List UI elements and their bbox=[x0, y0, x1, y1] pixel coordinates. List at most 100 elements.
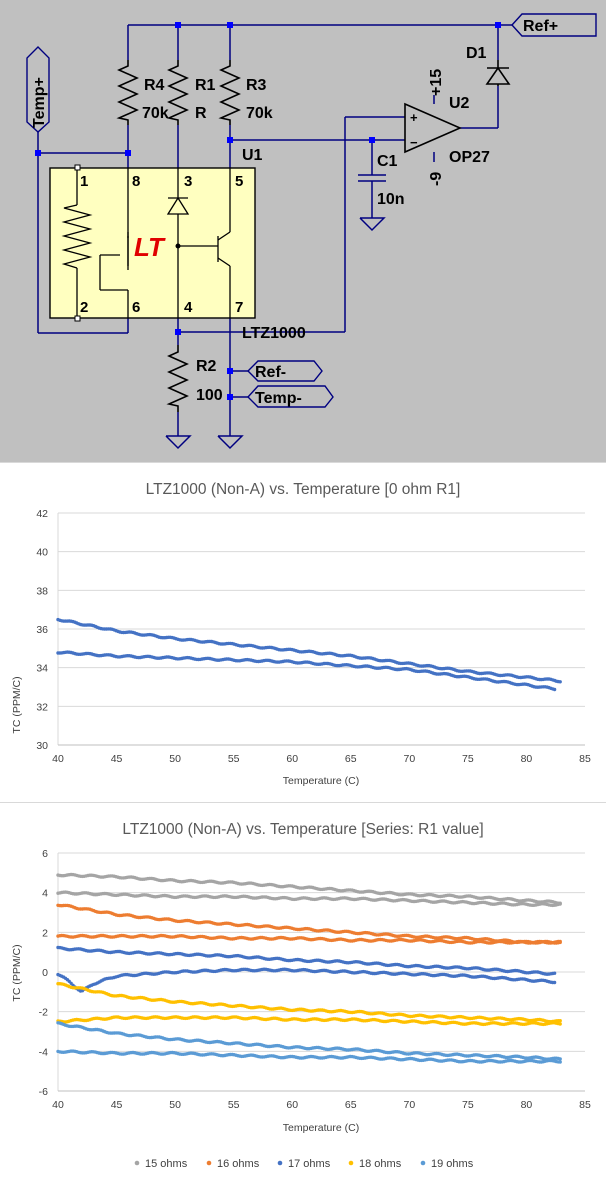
u1-part: LTZ1000 bbox=[242, 325, 306, 342]
r1-value: R bbox=[195, 105, 207, 122]
legend-marker bbox=[420, 1160, 426, 1166]
u2-part: OP27 bbox=[449, 149, 490, 166]
series-2 bbox=[56, 650, 557, 692]
pin-label: 5 bbox=[235, 173, 243, 190]
pin-label: 8 bbox=[132, 173, 140, 190]
x-tick-label: 55 bbox=[228, 1099, 240, 1111]
x-tick-label: 65 bbox=[345, 753, 357, 765]
legend-entry: 16 ohms bbox=[217, 1158, 260, 1170]
legend-marker bbox=[134, 1160, 140, 1166]
y-tick-label: 38 bbox=[36, 585, 48, 597]
circuit-schematic: + − 1 8 3 5 2 6 4 7 LT bbox=[0, 0, 606, 462]
chart-title: LTZ1000 (Non-A) vs. Temperature [0 ohm R… bbox=[146, 481, 461, 498]
series-4 bbox=[56, 982, 562, 1027]
y-tick-label: 2 bbox=[42, 927, 48, 939]
c1-value: 10n bbox=[377, 191, 405, 208]
series-2 bbox=[56, 903, 562, 945]
data-point bbox=[558, 902, 562, 906]
u2-vneg: -9 bbox=[428, 172, 445, 186]
u2-name: U2 bbox=[449, 95, 470, 112]
c1-name: C1 bbox=[377, 153, 398, 170]
y-tick-label: 0 bbox=[42, 967, 48, 979]
series-1 bbox=[56, 872, 562, 908]
data-point bbox=[552, 980, 557, 985]
x-tick-label: 45 bbox=[111, 753, 123, 765]
chart-zero-ohm: LTZ1000 (Non-A) vs. Temperature [0 ohm R… bbox=[0, 462, 606, 803]
data-point bbox=[552, 971, 557, 975]
y-tick-label: -4 bbox=[39, 1046, 48, 1058]
data-point bbox=[558, 1022, 562, 1026]
u2-vpos: +15 bbox=[428, 69, 445, 96]
chart-zero-ohm-svg: LTZ1000 (Non-A) vs. Temperature [0 ohm R… bbox=[11, 481, 591, 787]
x-tick-label: 85 bbox=[579, 1099, 591, 1111]
legend-entry: 18 ohms bbox=[359, 1158, 402, 1170]
legend-entry: 15 ohms bbox=[145, 1158, 188, 1170]
u1-name: U1 bbox=[242, 147, 263, 164]
y-tick-label: -2 bbox=[39, 1007, 48, 1019]
pin-label: 1 bbox=[80, 173, 88, 190]
x-tick-label: 85 bbox=[579, 753, 591, 765]
x-tick-label: 60 bbox=[286, 753, 298, 765]
y-tick-label: 34 bbox=[36, 663, 48, 675]
legend-entry: 17 ohms bbox=[288, 1158, 331, 1170]
net-label-ref-minus: Ref- bbox=[255, 364, 286, 381]
data-point bbox=[558, 1060, 562, 1064]
legend-entry: 19 ohms bbox=[431, 1158, 474, 1170]
x-tick-label: 50 bbox=[169, 753, 181, 765]
x-tick-label: 75 bbox=[462, 753, 474, 765]
chart-r1-series: LTZ1000 (Non-A) vs. Temperature [Series:… bbox=[0, 802, 606, 1184]
r4-value: 70k bbox=[142, 105, 169, 122]
r4-name: R4 bbox=[144, 77, 165, 94]
svg-text:−: − bbox=[410, 135, 418, 150]
series-1 bbox=[56, 617, 562, 684]
legend-marker bbox=[206, 1160, 212, 1166]
r2-value: 100 bbox=[196, 387, 223, 404]
pin-label: 4 bbox=[184, 299, 193, 316]
x-tick-label: 55 bbox=[228, 753, 240, 765]
chart-r1-series-svg: LTZ1000 (Non-A) vs. Temperature [Series:… bbox=[11, 821, 591, 1170]
x-axis-label: Temperature (C) bbox=[283, 1122, 359, 1134]
y-tick-label: 32 bbox=[36, 701, 48, 713]
net-label-temp-minus: Temp- bbox=[255, 390, 302, 407]
y-tick-label: 40 bbox=[36, 547, 48, 559]
y-axis-label: TC (PPM/C) bbox=[11, 944, 23, 1001]
net-label-ref-plus: Ref+ bbox=[523, 18, 558, 35]
x-tick-label: 70 bbox=[403, 1099, 415, 1111]
r1-name: R1 bbox=[195, 77, 216, 94]
r3-name: R3 bbox=[246, 77, 267, 94]
x-tick-label: 60 bbox=[286, 1099, 298, 1111]
pin-label: 6 bbox=[132, 299, 140, 316]
net-label-temp-plus: Temp+ bbox=[31, 77, 48, 128]
y-tick-label: 42 bbox=[36, 508, 48, 520]
d1-name: D1 bbox=[466, 45, 487, 62]
x-tick-label: 45 bbox=[111, 1099, 123, 1111]
y-tick-label: 36 bbox=[36, 624, 48, 636]
pin-label: 3 bbox=[184, 173, 192, 190]
series-5 bbox=[56, 1021, 562, 1064]
chart-legend: 15 ohms 16 ohms 17 ohms 18 ohms 19 ohms bbox=[134, 1158, 474, 1170]
x-tick-label: 70 bbox=[403, 753, 415, 765]
y-tick-label: -6 bbox=[39, 1086, 48, 1098]
x-tick-label: 65 bbox=[345, 1099, 357, 1111]
x-tick-label: 50 bbox=[169, 1099, 181, 1111]
x-tick-label: 40 bbox=[52, 1099, 64, 1111]
legend-marker bbox=[277, 1160, 283, 1166]
pin-label: 2 bbox=[80, 299, 88, 316]
x-tick-label: 80 bbox=[521, 753, 533, 765]
series-3 bbox=[56, 945, 557, 993]
y-tick-label: 30 bbox=[36, 740, 48, 752]
data-point bbox=[558, 939, 562, 944]
lt-logo: LT bbox=[134, 232, 166, 262]
data-point bbox=[558, 1019, 562, 1023]
data-point bbox=[558, 1057, 562, 1061]
data-point bbox=[558, 680, 562, 684]
r2-name: R2 bbox=[196, 358, 217, 375]
data-point bbox=[552, 687, 557, 692]
y-axis-label: TC (PPM/C) bbox=[11, 676, 23, 733]
x-tick-label: 40 bbox=[52, 753, 64, 765]
legend-marker bbox=[348, 1160, 354, 1166]
svg-text:+: + bbox=[410, 110, 418, 125]
pin-label: 7 bbox=[235, 299, 243, 316]
x-tick-label: 75 bbox=[462, 1099, 474, 1111]
r3-value: 70k bbox=[246, 105, 273, 122]
